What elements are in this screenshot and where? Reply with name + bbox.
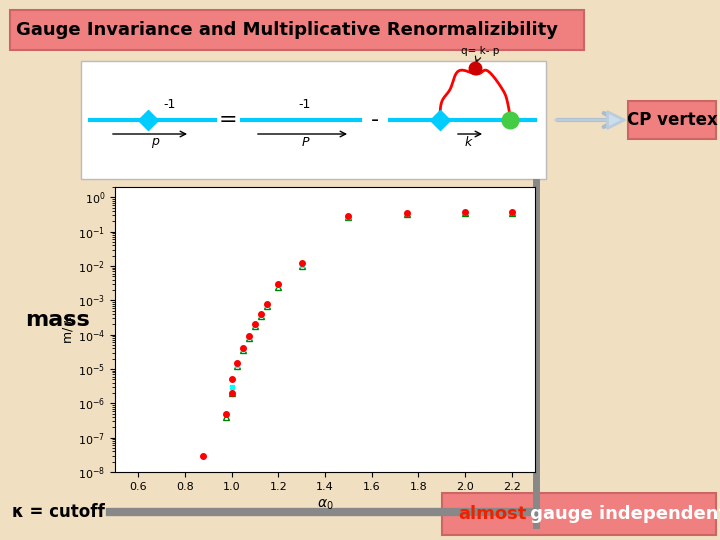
Text: CP vertex: CP vertex xyxy=(626,111,717,129)
Y-axis label: m/ $\kappa$: m/ $\kappa$ xyxy=(61,315,75,345)
Text: κ = cutoff: κ = cutoff xyxy=(12,503,104,521)
X-axis label: $\alpha_0$: $\alpha_0$ xyxy=(317,497,333,512)
FancyArrowPatch shape xyxy=(558,113,618,127)
Text: -1: -1 xyxy=(164,98,176,111)
FancyBboxPatch shape xyxy=(10,10,584,50)
Text: almost: almost xyxy=(458,505,526,523)
Text: =: = xyxy=(219,110,238,130)
Text: P: P xyxy=(301,136,309,148)
Text: Gauge Invariance and Multiplicative Renormalizibility: Gauge Invariance and Multiplicative Reno… xyxy=(16,21,558,39)
Text: p: p xyxy=(151,136,159,148)
Text: gauge independent: gauge independent xyxy=(524,505,720,523)
FancyBboxPatch shape xyxy=(442,493,716,535)
Text: k: k xyxy=(464,136,472,148)
Text: -1: -1 xyxy=(299,98,311,111)
Text: mass: mass xyxy=(25,310,90,330)
FancyBboxPatch shape xyxy=(628,101,716,139)
FancyBboxPatch shape xyxy=(81,61,546,179)
Text: -: - xyxy=(371,110,379,130)
Text: q= k- p: q= k- p xyxy=(461,46,499,56)
